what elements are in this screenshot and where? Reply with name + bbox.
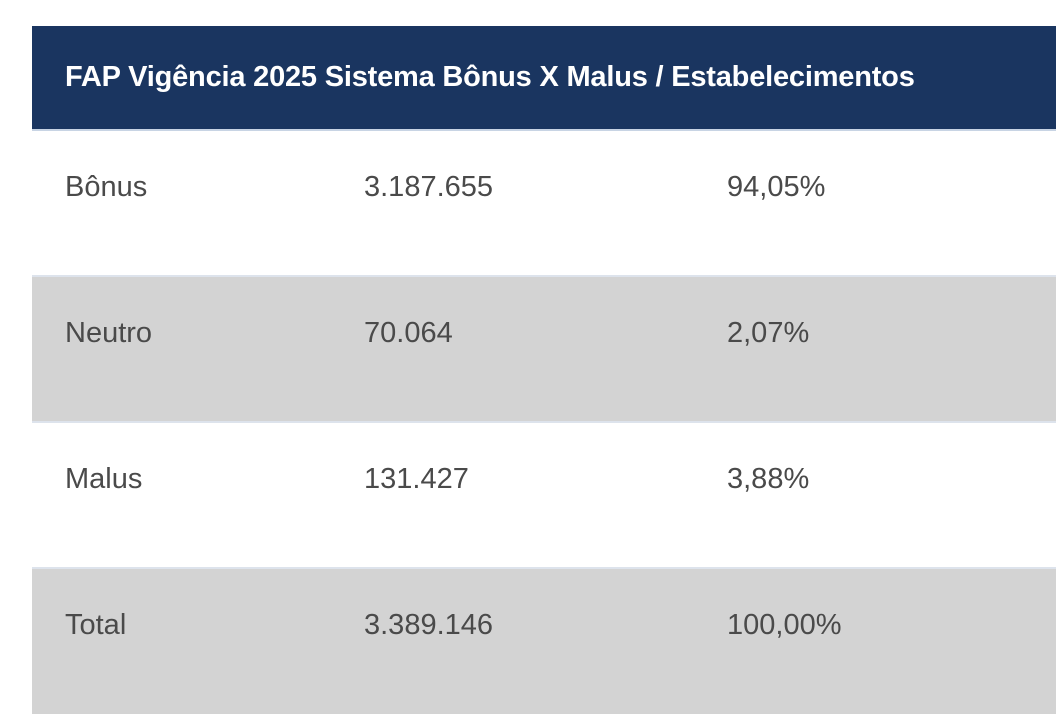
- row-count: 3.389.146: [364, 609, 494, 641]
- table-title: FAP Vigência 2025 Sistema Bônus X Malus …: [32, 26, 1056, 131]
- row-count-cell: 70.064: [331, 275, 695, 422]
- fap-bonus-malus-table: FAP Vigência 2025 Sistema Bônus X Malus …: [32, 26, 1056, 714]
- row-label-cell: Malus: [32, 421, 331, 568]
- row-label-cell: Total: [32, 567, 331, 714]
- row-label: Neutro: [65, 317, 153, 349]
- table-row-malus: Malus 131.427 3,88%: [32, 421, 1056, 568]
- table-row-neutro: Neutro 70.064 2,07%: [32, 275, 1056, 422]
- row-label-cell: Neutro: [32, 275, 331, 422]
- row-count-cell: 131.427: [331, 421, 695, 568]
- row-label-cell: Bônus: [32, 130, 331, 276]
- row-percent: 94,05%: [727, 171, 826, 203]
- table-header: FAP Vigência 2025 Sistema Bônus X Malus …: [32, 26, 1056, 131]
- table-row-bonus: Bônus 3.187.655 94,05%: [32, 130, 1056, 276]
- row-label: Bônus: [65, 171, 148, 203]
- row-count-cell: 3.187.655: [331, 130, 695, 276]
- row-percent-cell: 94,05%: [695, 130, 1056, 276]
- row-percent: 3,88%: [727, 463, 810, 495]
- row-label: Total: [65, 609, 127, 641]
- row-count: 131.427: [364, 463, 469, 495]
- row-count-cell: 3.389.146: [331, 567, 695, 714]
- table-row-total: Total 3.389.146 100,00%: [32, 567, 1056, 714]
- table-body: Bônus 3.187.655 94,05% Neutro 70.064 2,0…: [32, 130, 1056, 714]
- table-header-row: FAP Vigência 2025 Sistema Bônus X Malus …: [32, 26, 1056, 131]
- row-percent-cell: 3,88%: [695, 421, 1056, 568]
- row-count: 70.064: [364, 317, 453, 349]
- row-percent: 2,07%: [727, 317, 810, 349]
- row-percent-cell: 100,00%: [695, 567, 1056, 714]
- row-percent: 100,00%: [727, 609, 842, 641]
- row-percent-cell: 2,07%: [695, 275, 1056, 422]
- row-label: Malus: [65, 463, 143, 495]
- row-count: 3.187.655: [364, 171, 494, 203]
